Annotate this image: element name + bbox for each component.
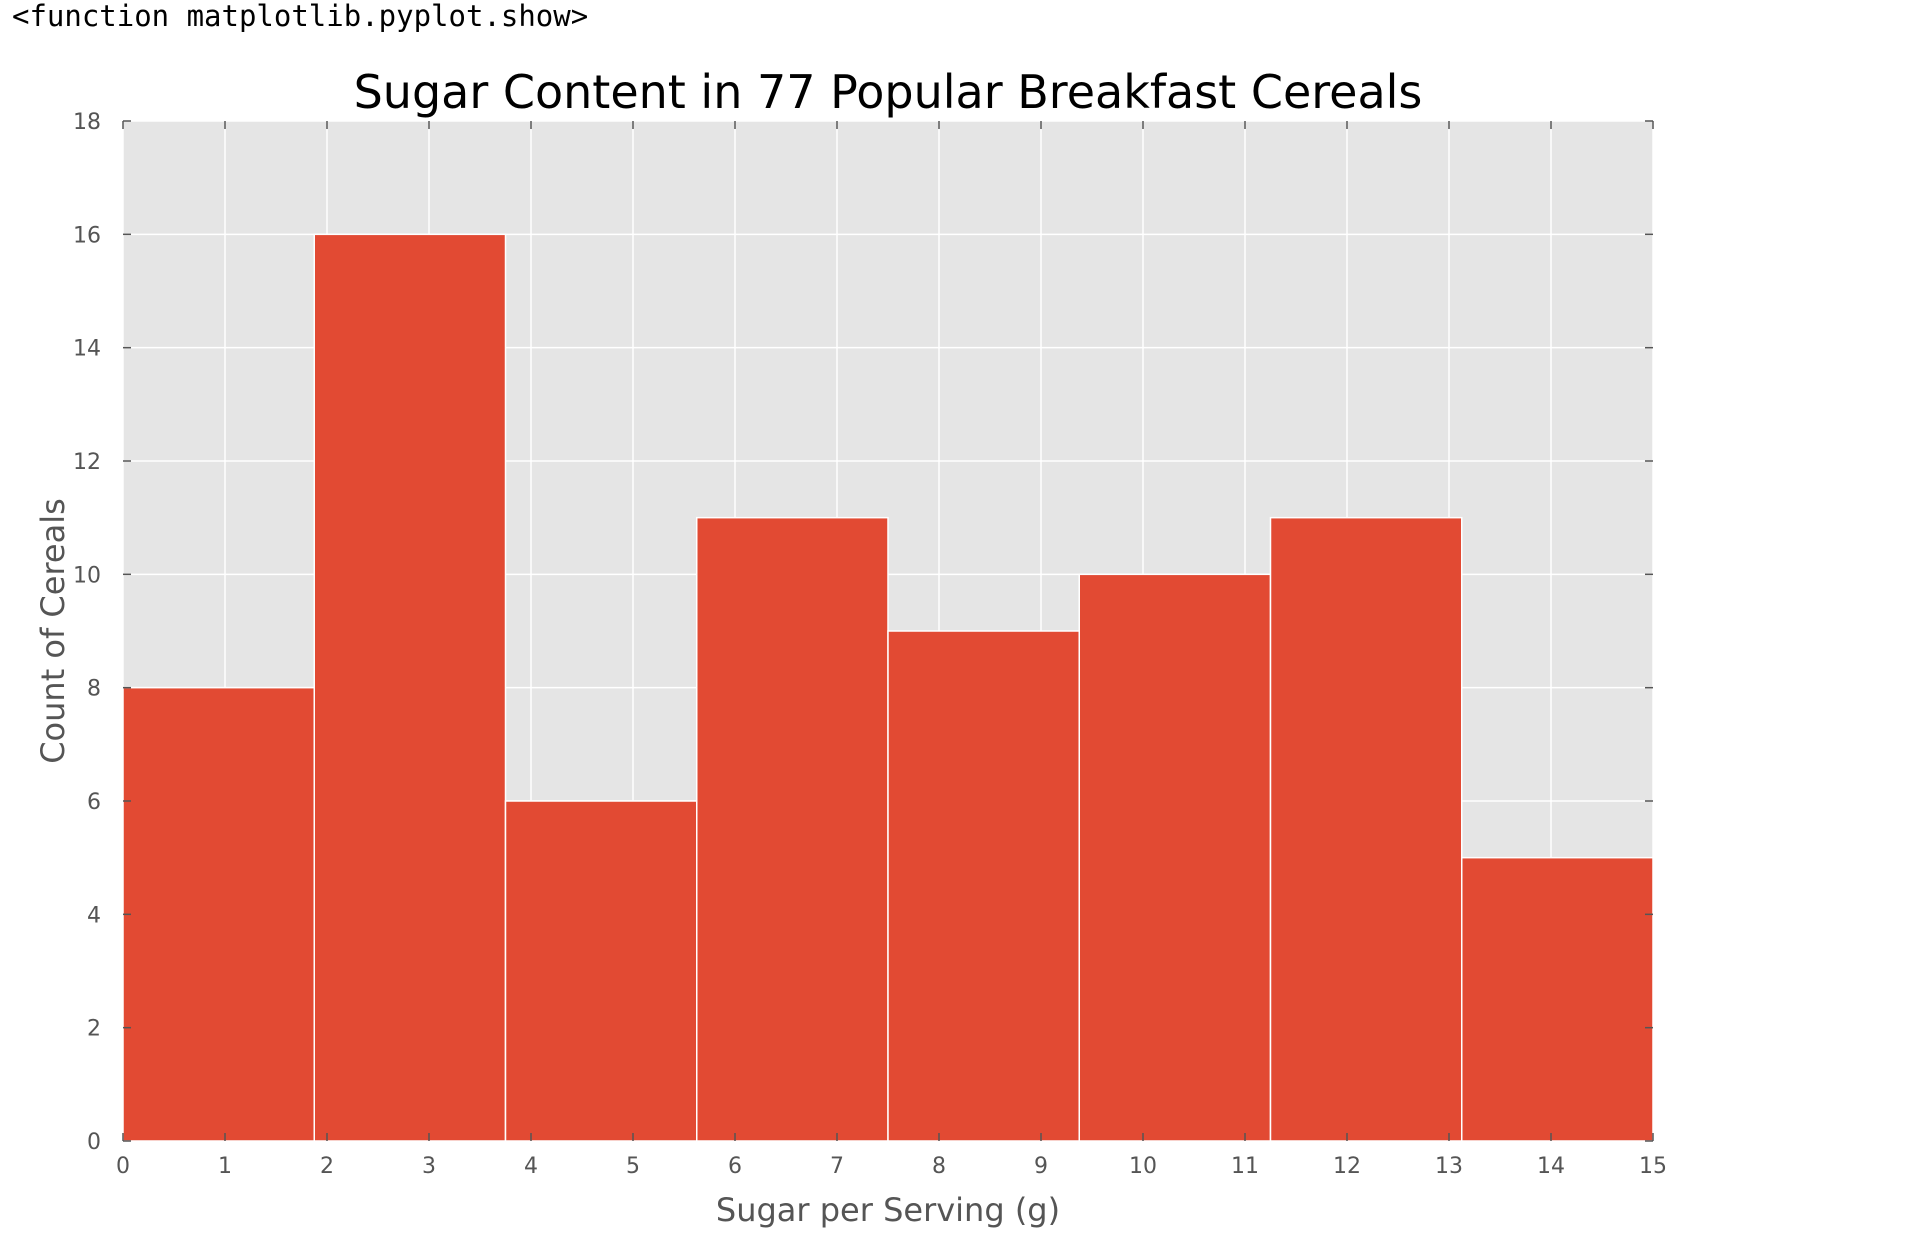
x-tick-label: 12 [1333, 1154, 1361, 1179]
axis-ticks [122, 120, 1654, 1142]
histogram-bar-4 [887, 630, 1080, 1142]
y-tick-label: 12 [73, 450, 101, 475]
y-tick-labels: 0 2 4 6 8 10 12 14 16 18 [73, 110, 101, 1155]
y-tick-label: 6 [87, 790, 101, 815]
y-tick-label: 4 [87, 903, 101, 928]
chart-title: Sugar Content in 77 Popular Breakfast Ce… [354, 65, 1423, 119]
histogram-bar-5 [1078, 573, 1272, 1142]
histogram-bar-1 [313, 233, 507, 1142]
x-tick-label: 5 [626, 1154, 640, 1179]
x-tick-label: 9 [1034, 1154, 1048, 1179]
y-tick-label: 14 [73, 337, 101, 362]
y-tick-label: 16 [73, 223, 101, 248]
x-tick-label: 0 [116, 1154, 130, 1179]
x-tick-label: 13 [1435, 1154, 1463, 1179]
x-tick-label: 10 [1129, 1154, 1157, 1179]
x-tick-label: 1 [218, 1154, 232, 1179]
y-axis-label: Count of Cereals [34, 498, 72, 764]
x-tick-labels: 0 1 2 3 4 5 6 7 8 9 10 11 12 13 14 15 [116, 1154, 1667, 1179]
y-tick-label: 10 [73, 563, 101, 588]
histogram-bar-7 [1461, 856, 1654, 1142]
y-tick-label: 18 [73, 110, 101, 135]
histogram-bar-0 [122, 686, 315, 1142]
x-tick-label: 4 [524, 1154, 538, 1179]
x-tick-label: 2 [320, 1154, 334, 1179]
cell-output-text: <function matplotlib.pyplot.show> [12, 0, 589, 33]
x-tick-label: 3 [422, 1154, 436, 1179]
bars [122, 233, 1654, 1142]
x-axis-label: Sugar per Serving (g) [716, 1191, 1060, 1229]
y-tick-label: 0 [87, 1130, 101, 1155]
x-tick-label: 15 [1639, 1154, 1667, 1179]
y-tick-label: 2 [87, 1017, 101, 1042]
histogram-bar-2 [504, 800, 698, 1142]
x-tick-label: 8 [932, 1154, 946, 1179]
histogram-bar-3 [696, 516, 889, 1142]
histogram-bar-6 [1269, 516, 1463, 1142]
x-tick-label: 7 [830, 1154, 844, 1179]
y-tick-label: 8 [87, 677, 101, 702]
x-tick-label: 11 [1231, 1154, 1259, 1179]
x-tick-label: 6 [728, 1154, 742, 1179]
x-tick-label: 14 [1537, 1154, 1565, 1179]
